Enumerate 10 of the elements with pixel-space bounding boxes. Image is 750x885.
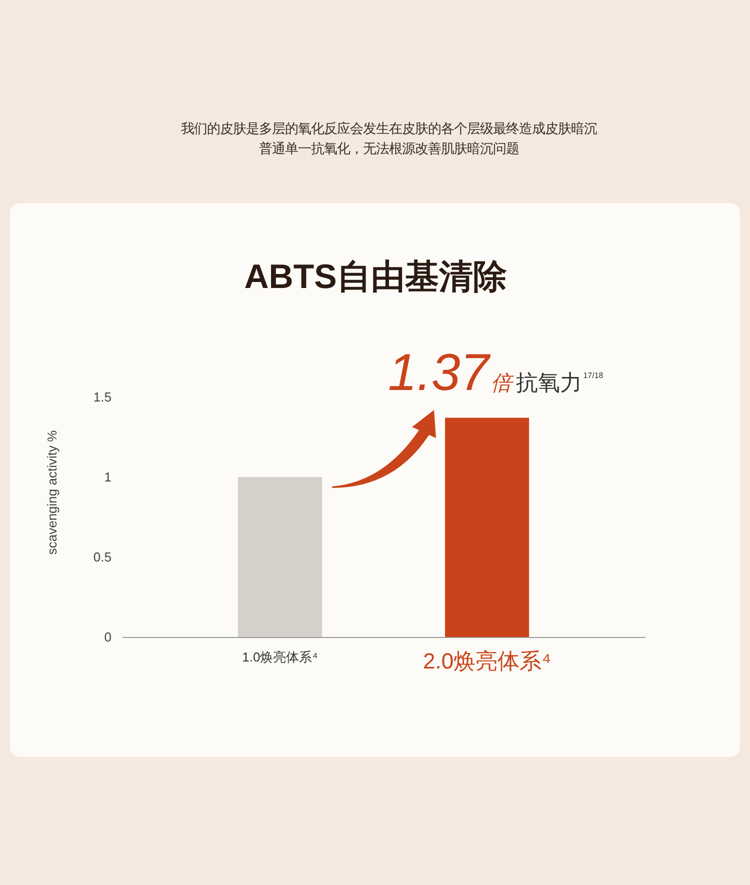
x-tick-label: 1.0焕亮体系⁴ xyxy=(242,650,318,664)
y-tick-label: 1.5 xyxy=(93,390,112,404)
y-tick-label: 1 xyxy=(104,470,112,484)
y-axis-title: scavenging activity % xyxy=(44,430,60,555)
annotation: 1.37倍 xyxy=(388,344,514,402)
y-tick-label: 0.5 xyxy=(93,550,112,564)
y-tick-label: 0 xyxy=(104,630,112,644)
chart-subtitle: 我们的皮肤是多层的氧化反应会发生在皮肤的各个层级最终造成皮肤暗沉普通单一抗氧化，无法根源改善肌肤暗沉问题 xyxy=(180,120,598,158)
chart-title: ABTS自由基清除 xyxy=(244,258,507,296)
x-tick-label: 2.0焕亮体系⁴ xyxy=(423,648,552,674)
